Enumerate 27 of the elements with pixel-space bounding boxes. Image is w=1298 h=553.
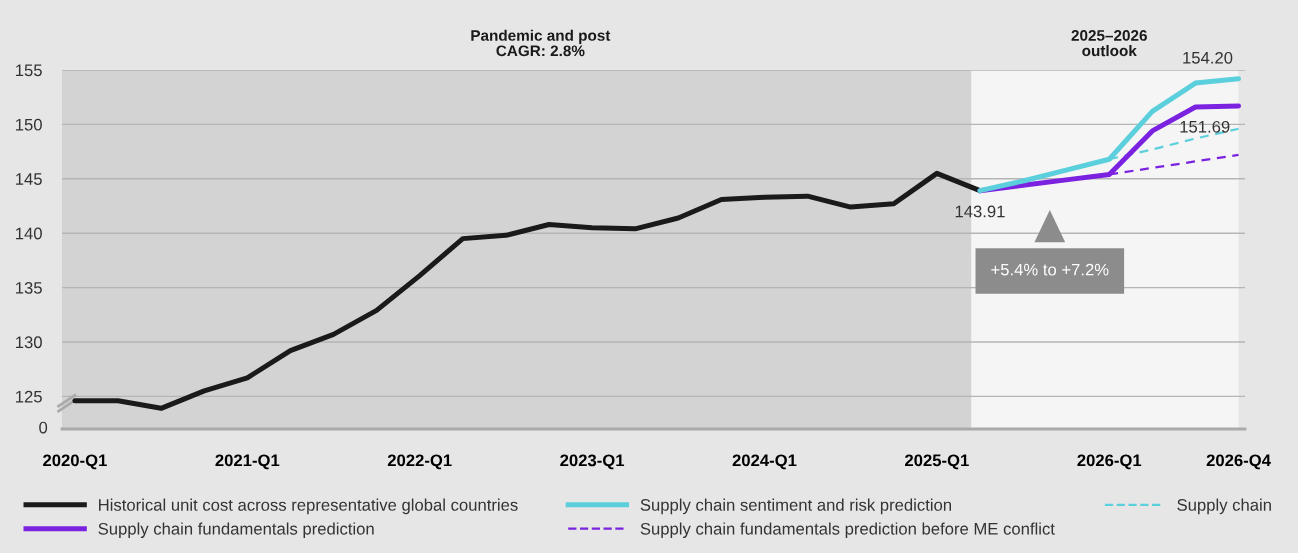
text: Pandemic and post CAGR: 2.8%: [471, 29, 611, 57]
y-tick-label: 145: [16, 173, 42, 185]
y-tick-label: 150: [16, 118, 42, 131]
data-label: 154.20: [1183, 51, 1233, 64]
x-tick-label: 2025-Q1: [905, 454, 969, 470]
x-tick-label: 2023-Q1: [560, 454, 625, 470]
data-label: 143.91: [955, 205, 1005, 218]
y-tick-label: 140: [16, 227, 42, 240]
legend-label: Supply chain sentiment and risk prediction: [640, 498, 951, 515]
annotation: +5.4% to +7.2%: [991, 263, 1109, 276]
data-label: 151.69: [1180, 120, 1230, 133]
y-tick-label: 135: [16, 281, 42, 294]
x-tick-label: 2020-Q1: [43, 454, 107, 470]
x-tick-label: 2026-Q4: [1206, 454, 1271, 470]
y-tick-label: 130: [16, 336, 42, 349]
y-tick-label: 155: [16, 64, 42, 77]
x-tick-label: 2022-Q1: [387, 454, 452, 470]
x-tick-label: 2026-Q1: [1077, 454, 1142, 470]
legend-label: Supply chain fundamentals prediction: [98, 522, 374, 538]
x-tick-label: 2024-Q1: [732, 454, 797, 470]
legend-label: Historical unit cost across representative global countries: [99, 498, 518, 515]
text: 2025–2026 outlook: [1071, 30, 1147, 57]
legend-label: Supply chain fundamentals prediction before ME conflict: [640, 522, 1055, 538]
y-tick-label: 125: [16, 390, 42, 403]
legend-label: Supply chain: [1177, 498, 1271, 515]
x-tick-label: 2021-Q1: [215, 454, 280, 470]
text: 0: [39, 421, 48, 434]
